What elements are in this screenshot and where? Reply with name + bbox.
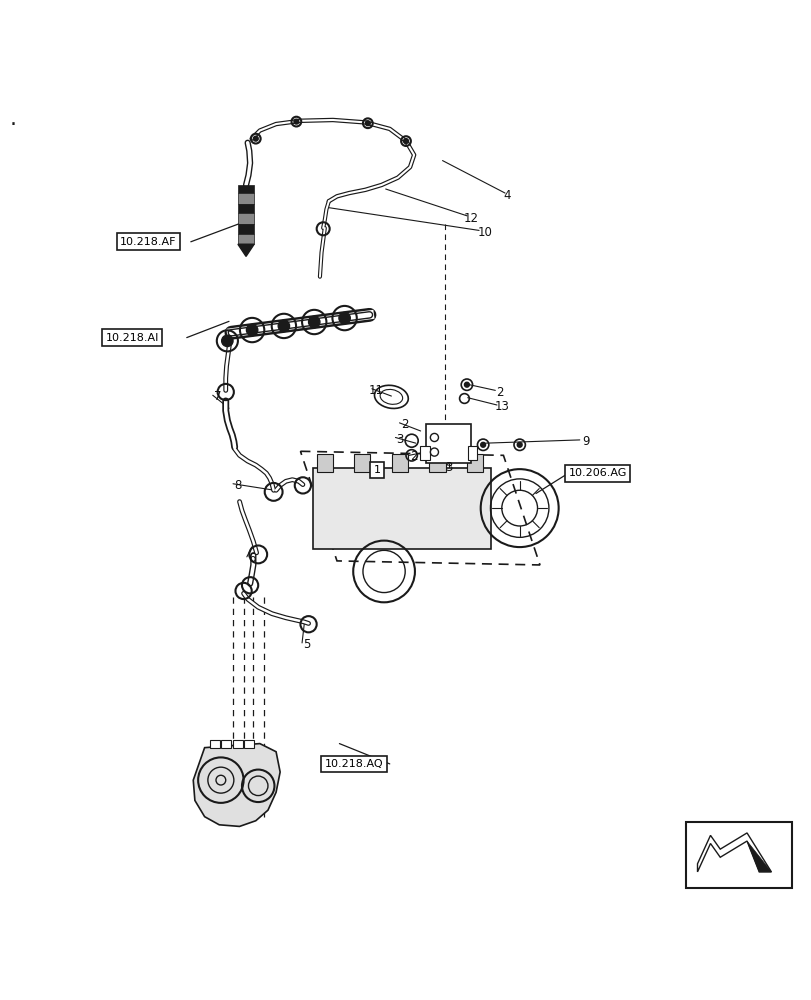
Text: 2: 2	[410, 450, 418, 463]
Bar	[354, 454, 370, 472]
Text: 3: 3	[444, 461, 453, 474]
Polygon shape	[746, 841, 770, 872]
Text: 9: 9	[581, 435, 590, 448]
Text: 6: 6	[247, 552, 255, 565]
Bar	[238, 234, 254, 244]
Bar	[221, 740, 230, 748]
Text: 10.218.AF: 10.218.AF	[120, 237, 177, 247]
Text: 10.206.AG: 10.206.AG	[568, 468, 626, 478]
Text: 8: 8	[234, 479, 242, 492]
Bar	[238, 204, 254, 213]
Bar	[312, 468, 491, 549]
Text: 2: 2	[400, 418, 408, 431]
Text: 10.218.AI: 10.218.AI	[105, 333, 159, 343]
Bar	[238, 185, 254, 193]
Polygon shape	[238, 244, 254, 256]
Text: 3: 3	[396, 433, 404, 446]
Text: 12: 12	[463, 212, 478, 225]
Text: ·: ·	[10, 115, 17, 135]
Bar	[467, 446, 477, 460]
Bar	[426, 424, 470, 463]
Circle shape	[278, 320, 290, 332]
Bar	[419, 446, 429, 460]
Polygon shape	[193, 744, 280, 826]
Bar	[238, 224, 254, 234]
Text: 5: 5	[303, 638, 311, 651]
Bar	[210, 740, 220, 748]
Circle shape	[338, 312, 350, 324]
Text: 2: 2	[495, 386, 503, 399]
Circle shape	[517, 442, 521, 447]
Bar	[685, 822, 791, 888]
Bar	[238, 213, 254, 224]
Text: 10: 10	[477, 226, 491, 239]
Bar	[391, 454, 407, 472]
Circle shape	[308, 316, 320, 328]
Bar	[316, 454, 333, 472]
Text: 11: 11	[368, 384, 383, 397]
Circle shape	[221, 335, 233, 347]
Circle shape	[365, 121, 370, 126]
Bar	[238, 193, 254, 204]
Bar	[466, 454, 483, 472]
Text: 7: 7	[213, 390, 221, 403]
Bar	[244, 740, 254, 748]
Circle shape	[294, 119, 298, 124]
Bar	[429, 454, 445, 472]
Bar	[233, 740, 242, 748]
Circle shape	[253, 136, 258, 141]
Circle shape	[480, 442, 485, 447]
Polygon shape	[697, 833, 770, 872]
Circle shape	[246, 324, 258, 336]
Circle shape	[464, 382, 469, 387]
Text: 1: 1	[373, 465, 380, 475]
Text: 10.218.AQ: 10.218.AQ	[324, 759, 383, 769]
Text: 4: 4	[503, 189, 511, 202]
Circle shape	[403, 139, 408, 144]
Text: 13: 13	[494, 400, 508, 413]
